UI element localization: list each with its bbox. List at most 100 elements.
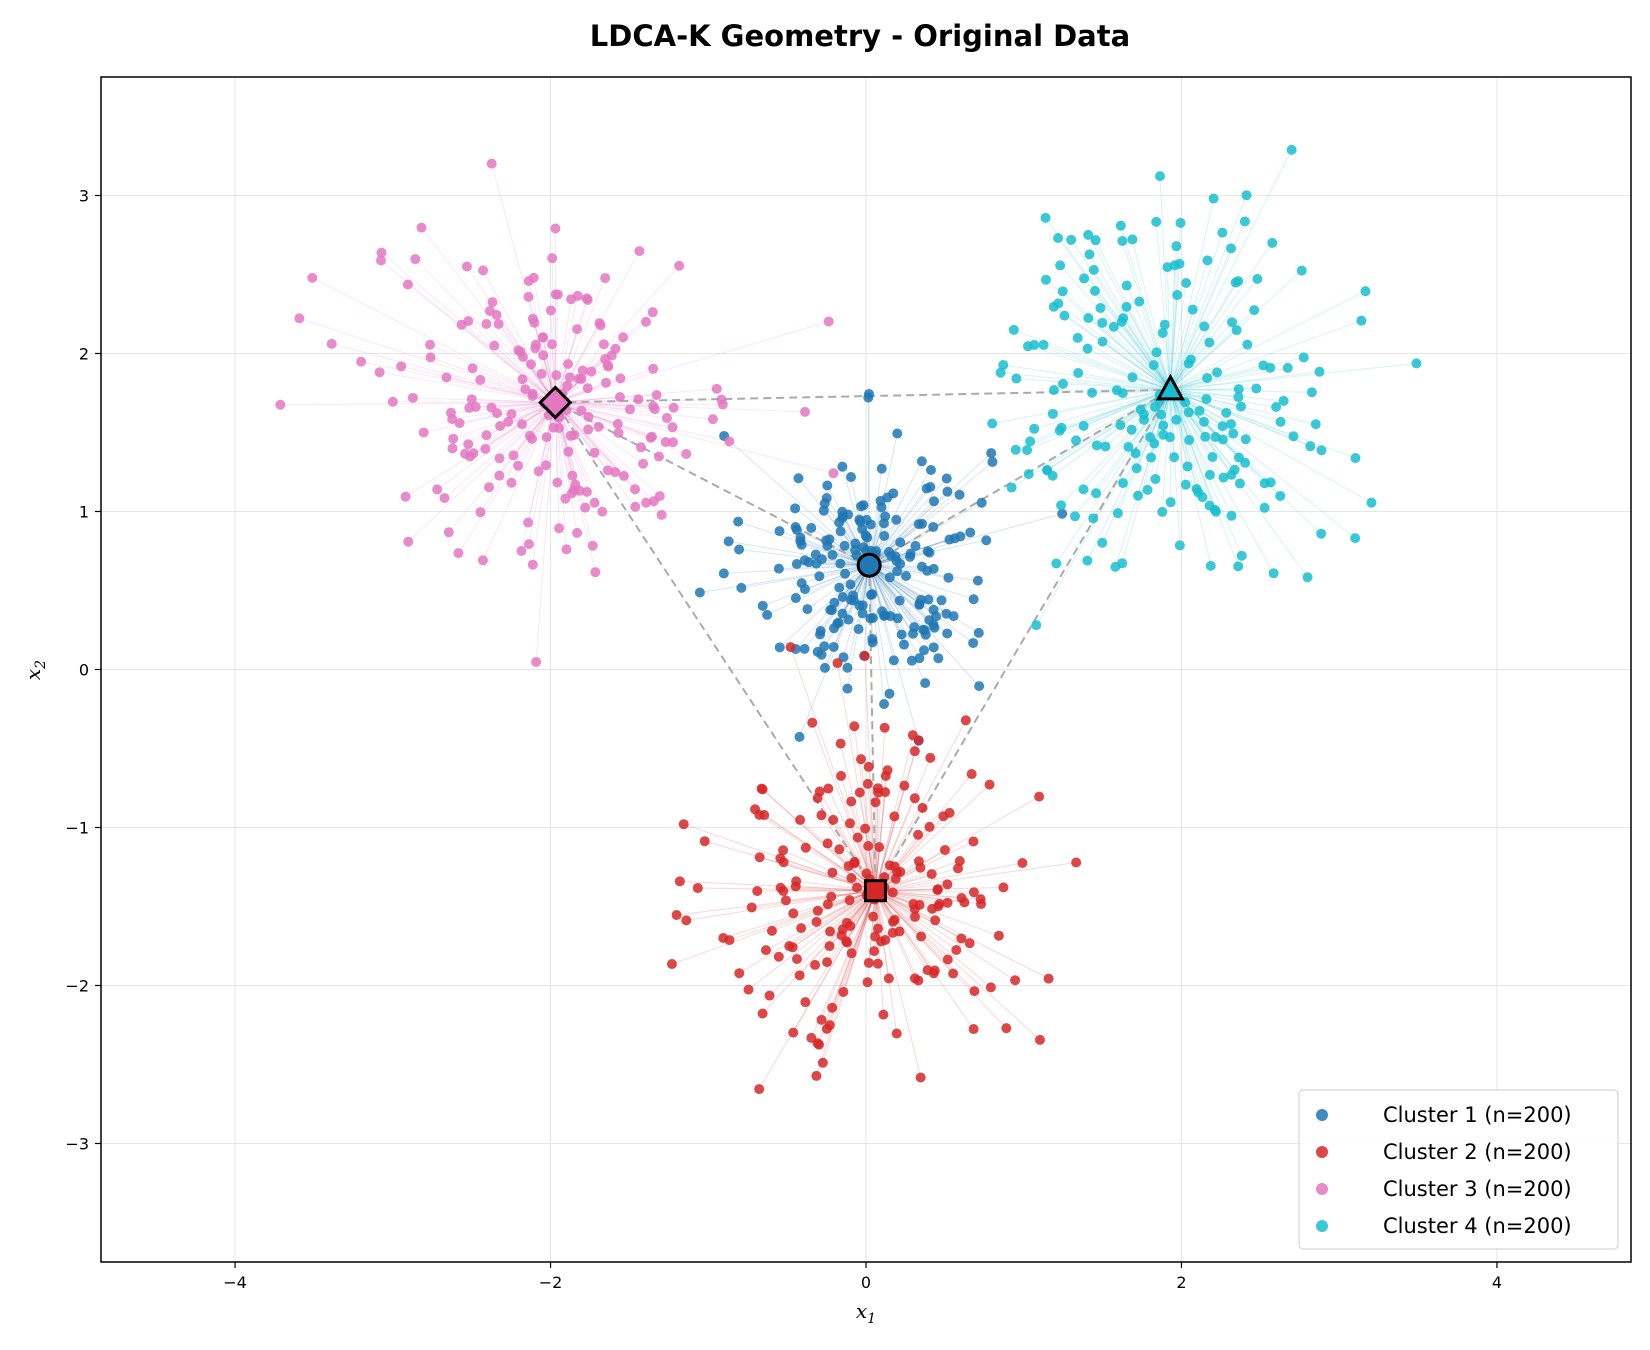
data-point xyxy=(773,951,784,962)
assignment-line xyxy=(452,401,556,420)
data-point xyxy=(863,957,874,968)
data-point xyxy=(541,460,552,471)
assignment-line xyxy=(1166,267,1171,390)
data-point xyxy=(1040,212,1051,223)
data-point xyxy=(572,527,583,538)
data-point xyxy=(907,628,918,639)
assignment-line xyxy=(1169,389,1187,485)
assignment-line xyxy=(1170,356,1304,391)
data-point xyxy=(618,470,629,481)
data-point xyxy=(660,437,671,448)
data-point xyxy=(800,406,811,417)
data-point xyxy=(613,427,624,438)
data-point xyxy=(837,592,848,603)
data-point xyxy=(928,496,939,507)
data-point xyxy=(407,392,418,403)
data-point xyxy=(1138,409,1149,420)
data-point xyxy=(968,836,979,847)
data-point xyxy=(878,1009,889,1020)
assignment-line xyxy=(837,663,876,891)
data-point xyxy=(826,891,837,902)
data-point xyxy=(891,514,902,525)
data-point xyxy=(826,605,837,616)
data-point xyxy=(788,908,799,919)
assignment-line xyxy=(554,295,579,403)
assignment-line xyxy=(875,890,935,974)
data-point xyxy=(718,568,729,579)
assignment-line xyxy=(875,757,931,891)
data-point xyxy=(788,1027,799,1038)
data-point xyxy=(1231,325,1242,336)
assignment-line xyxy=(1169,389,1217,512)
assignment-line xyxy=(1100,307,1171,391)
data-point xyxy=(981,535,992,546)
data-point xyxy=(1217,434,1228,445)
data-point xyxy=(466,394,477,405)
data-point xyxy=(802,604,813,615)
y-tick-label: −1 xyxy=(65,819,89,838)
data-point xyxy=(1242,339,1253,350)
data-point xyxy=(580,502,591,513)
assignment-line xyxy=(1170,389,1277,408)
assignment-line xyxy=(1169,260,1208,390)
data-points xyxy=(275,144,1422,1095)
assignment-line xyxy=(789,890,876,947)
data-point xyxy=(824,941,835,952)
data-point xyxy=(757,1008,768,1019)
data-point xyxy=(576,373,587,384)
assignment-line xyxy=(1169,389,1216,510)
data-point xyxy=(506,477,517,488)
data-point xyxy=(610,467,621,478)
data-point xyxy=(1156,409,1167,420)
assignment-line xyxy=(766,564,870,616)
assignment-line xyxy=(555,401,667,419)
legend-entry-cluster-2: Cluster 2 (n=200) xyxy=(1316,1140,1572,1164)
data-point xyxy=(537,332,548,343)
data-point xyxy=(832,658,843,669)
data-point xyxy=(1302,572,1313,583)
data-point xyxy=(959,897,970,908)
assignment-line xyxy=(874,727,886,891)
assignment-line xyxy=(842,890,876,993)
data-point xyxy=(936,595,947,606)
legend-label-cluster-3: Cluster 3 (n=200) xyxy=(1383,1177,1572,1201)
data-point xyxy=(1040,274,1051,285)
data-point xyxy=(1198,416,1209,427)
data-point xyxy=(647,431,658,442)
assignment-line xyxy=(1169,389,1232,516)
data-point xyxy=(837,510,848,521)
data-point xyxy=(857,608,868,619)
assignment-line xyxy=(1064,315,1171,391)
data-point xyxy=(754,809,765,820)
y-axis-label: x2 xyxy=(21,660,49,680)
data-point xyxy=(1252,273,1263,284)
assignment-line xyxy=(864,655,876,891)
data-point xyxy=(1207,451,1218,462)
data-point xyxy=(1366,497,1377,508)
assignment-line xyxy=(527,402,556,523)
data-point xyxy=(854,787,865,798)
data-point xyxy=(602,359,613,370)
assignment-line xyxy=(1169,280,1239,391)
assignment-line xyxy=(1015,389,1171,451)
data-point xyxy=(974,681,985,692)
assignment-line xyxy=(554,277,606,403)
data-point xyxy=(845,921,856,932)
data-point xyxy=(612,418,623,429)
data-point xyxy=(275,399,286,410)
data-point xyxy=(734,968,745,979)
data-point xyxy=(814,571,825,582)
data-point xyxy=(863,388,874,399)
data-point xyxy=(1265,362,1276,373)
data-point xyxy=(668,402,679,413)
assignment-line xyxy=(874,785,905,891)
assignment-line xyxy=(461,324,556,403)
data-point xyxy=(1145,432,1156,443)
assignment-line xyxy=(790,646,876,891)
assignment-line xyxy=(868,564,954,617)
assignment-line xyxy=(1169,389,1181,546)
assignment-line xyxy=(555,401,806,413)
centroid-connection-line xyxy=(554,401,870,567)
data-point xyxy=(1082,555,1093,566)
data-point xyxy=(834,582,845,593)
